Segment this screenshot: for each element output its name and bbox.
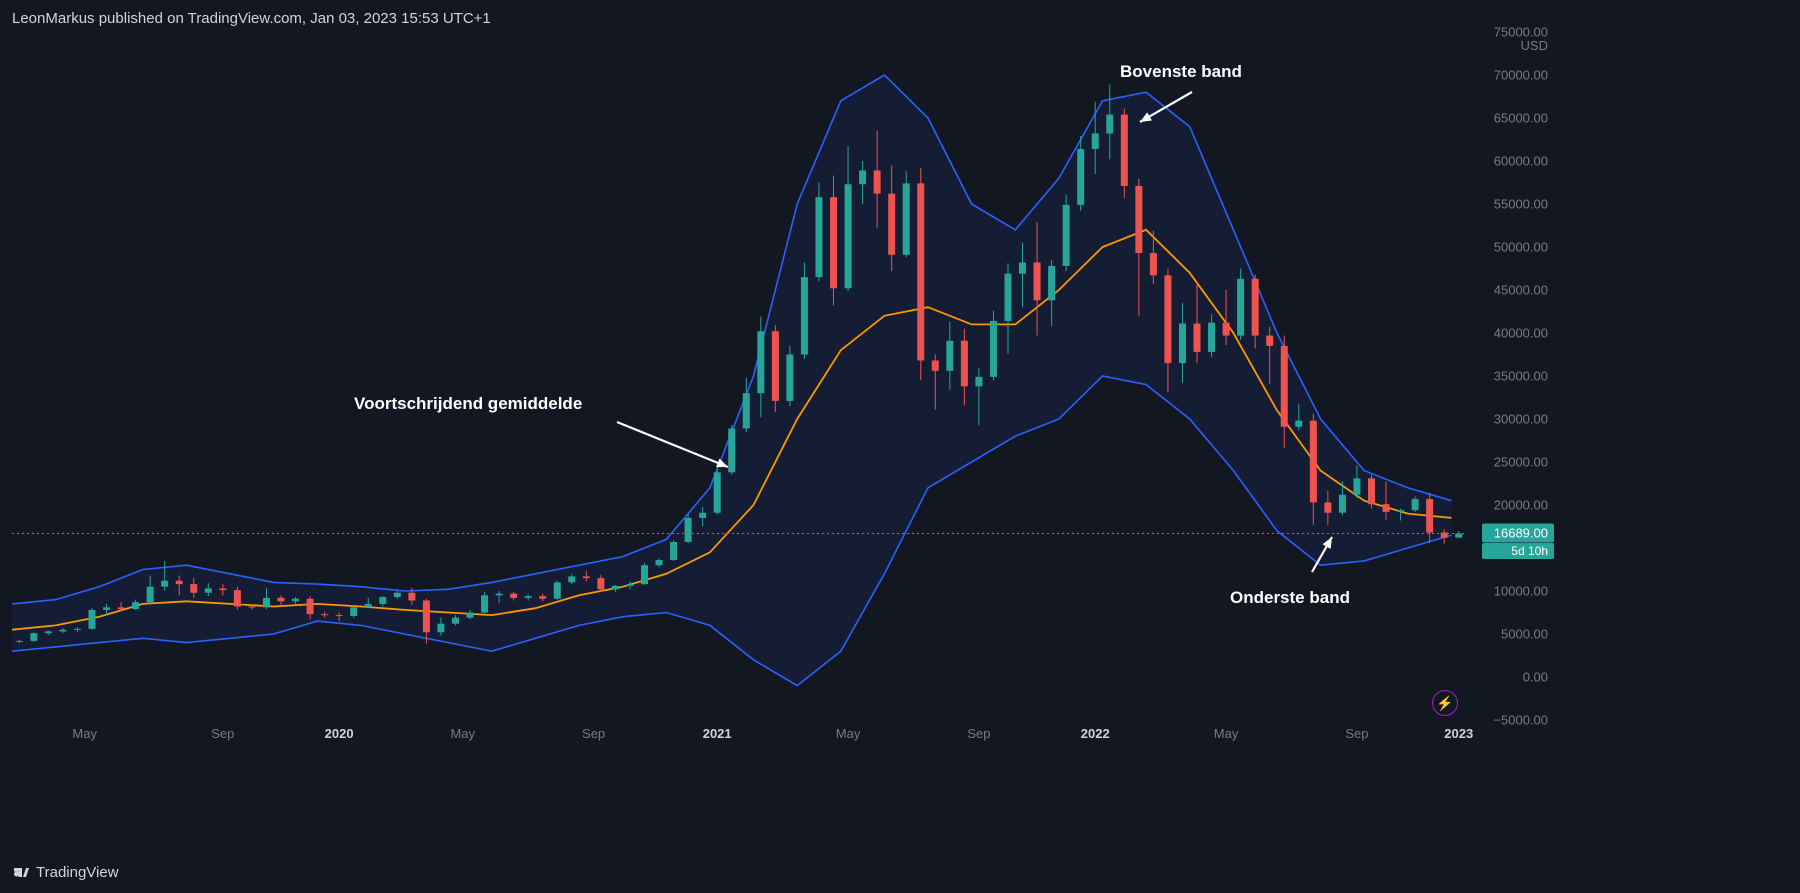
y-tick-label: −5000.00 [1493, 713, 1548, 728]
x-tick-label: 2021 [703, 726, 732, 741]
footer: TradingView [12, 863, 119, 881]
x-tick-label: Sep [211, 726, 234, 741]
annotation-ma: Voortschrijdend gemiddelde [354, 394, 582, 414]
x-tick-label: Sep [1345, 726, 1368, 741]
y-tick-label: 10000.00 [1494, 584, 1548, 599]
y-tick-label: 25000.00 [1494, 455, 1548, 470]
y-tick-label: 70000.00 [1494, 68, 1548, 83]
flash-icon[interactable]: ⚡ [1432, 690, 1458, 716]
y-tick-label: 35000.00 [1494, 369, 1548, 384]
x-tick-label: May [836, 726, 861, 741]
x-tick-label: May [450, 726, 475, 741]
y-tick-label: 30000.00 [1494, 412, 1548, 427]
y-tick-label: 40000.00 [1494, 326, 1548, 341]
y-tick-label: 65000.00 [1494, 111, 1548, 126]
x-tick-label: 2020 [325, 726, 354, 741]
chart-container: LeonMarkus published on TradingView.com,… [0, 0, 1800, 893]
tradingview-logo-icon [12, 863, 30, 881]
x-tick-label: May [72, 726, 97, 741]
y-tick-label: 0.00 [1523, 670, 1548, 685]
y-tick-label: 75000.00 [1494, 25, 1548, 40]
currency-label: USD [1521, 38, 1548, 53]
y-tick-label: 50000.00 [1494, 240, 1548, 255]
x-tick-label: May [1214, 726, 1239, 741]
x-tick-label: Sep [582, 726, 605, 741]
last-price-badge: 16689.00 [1482, 524, 1554, 543]
x-tick-label: 2023 [1444, 726, 1473, 741]
y-axis: USD −5000.000.005000.0010000.0015000.002… [1466, 32, 1554, 720]
y-tick-label: 45000.00 [1494, 283, 1548, 298]
plot-area[interactable] [12, 32, 1466, 720]
x-tick-label: 2022 [1081, 726, 1110, 741]
annotation-lower-band: Onderste band [1230, 588, 1350, 608]
y-tick-label: 5000.00 [1501, 627, 1548, 642]
countdown-badge: 5d 10h [1482, 543, 1554, 559]
publish-header: LeonMarkus published on TradingView.com,… [12, 10, 491, 27]
x-axis: MaySep2020MaySep2021MaySep2022MaySep2023 [12, 720, 1466, 748]
y-tick-label: 60000.00 [1494, 154, 1548, 169]
x-tick-label: Sep [967, 726, 990, 741]
chart-svg [12, 32, 1466, 720]
y-tick-label: 20000.00 [1494, 498, 1548, 513]
annotation-upper-band: Bovenste band [1120, 62, 1242, 82]
footer-text: TradingView [36, 864, 119, 881]
y-tick-label: 55000.00 [1494, 197, 1548, 212]
